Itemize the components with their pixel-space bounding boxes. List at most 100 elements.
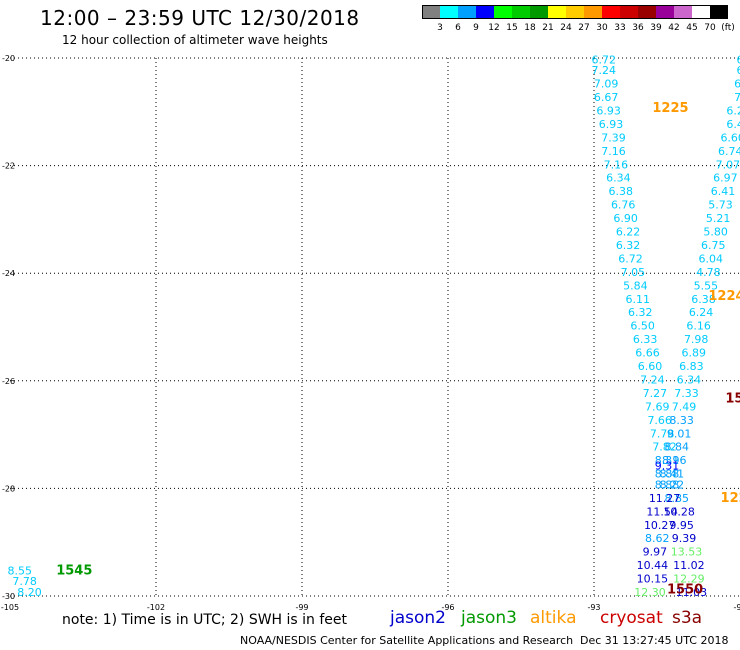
wave-height-value: 8.88 [655, 468, 680, 481]
wave-height-value: 6.11 [626, 293, 651, 306]
wave-height-value: 6.2 [726, 104, 740, 117]
legend-altika: altika [530, 608, 577, 628]
wave-height-value: 10.28 [663, 505, 695, 518]
scale-label: 3 [437, 23, 443, 33]
wave-height-value: 7.27 [643, 387, 668, 400]
y-tick-label: -22 [2, 162, 15, 171]
wave-height-value: 6.97 [713, 172, 738, 185]
footer-timestamp: Dec 31 13:27:45 UTC 2018 [580, 634, 729, 647]
wave-height-value: 6.74 [718, 145, 740, 158]
wave-height-value: 7 [734, 91, 740, 104]
wave-height-value: 7.16 [604, 158, 629, 171]
legend-cryosat: cryosat [600, 608, 663, 628]
wave-height-value: 6.89 [682, 347, 707, 360]
scale-swatch [638, 5, 656, 19]
wave-height-value: 5.84 [623, 279, 648, 292]
pass-time-label: 1224 [708, 289, 740, 304]
wave-height-value: 11.03 [676, 586, 708, 599]
wave-height-value: 7.78 [650, 427, 675, 440]
wave-height-value: 6.34 [606, 172, 631, 185]
wave-height-value: 5.55 [694, 279, 719, 292]
wave-height-value: 5.73 [708, 199, 733, 212]
wave-height-value: 8.33 [669, 414, 694, 427]
wave-height-value: 8.22 [660, 478, 685, 491]
scale-swatch [494, 5, 512, 19]
wave-height-value: 6.38 [691, 293, 716, 306]
wave-height-value: 12.30 [634, 586, 666, 599]
wave-height-value: 6.04 [699, 252, 724, 265]
wave-height-value: 6.72 [591, 53, 616, 66]
wave-height-value: 6.34 [677, 373, 702, 386]
scale-swatch [566, 5, 584, 19]
wave-height-value: 8.96 [662, 454, 687, 467]
legend-jason2: jason2 [390, 608, 446, 628]
page-subtitle: 12 hour collection of altimeter wave hei… [62, 33, 328, 47]
x-tick-label: -105 [1, 603, 19, 612]
footer-credit: NOAA/NESDIS Center for Satellite Applica… [240, 634, 574, 647]
legend-jason3: jason3 [461, 608, 517, 628]
wave-height-value: 13.53 [671, 546, 703, 559]
y-tick-label: -24 [2, 269, 15, 278]
y-tick-label: -26 [2, 377, 15, 386]
wave-height-value: 7.69 [645, 400, 670, 413]
wave-height-value: 9.95 [669, 519, 694, 532]
scale-swatch [548, 5, 566, 19]
scale-label: 6 [455, 23, 461, 33]
wave-height-value: 6.24 [689, 306, 714, 319]
wave-height-value: 7.07 [716, 158, 740, 171]
x-tick-label: -96 [441, 603, 454, 612]
pass-time-label: 1545 [56, 563, 92, 578]
y-tick-label: -30 [2, 592, 15, 601]
wave-height-value: 7.98 [684, 333, 709, 346]
scale-label: 12 [488, 23, 500, 33]
wave-height-value: 7.05 [621, 266, 646, 279]
wave-height-value: 7.78 [12, 575, 37, 588]
x-tick-label: -90 [733, 603, 740, 612]
wave-height-value: 8.88 [655, 478, 680, 491]
wave-height-value: 7.66 [647, 414, 672, 427]
scale-label: 70 [704, 23, 716, 33]
scale-label: 39 [650, 23, 662, 33]
wave-height-value: 7.82 [652, 441, 677, 454]
scale-swatch [656, 5, 674, 19]
wave-height-value: 6.60 [720, 131, 740, 144]
pass-time-label: 1223 [721, 491, 740, 506]
wave-height-value: 7.09 [594, 78, 619, 91]
wave-height-value: 12.29 [673, 573, 705, 586]
wave-height-value: 10.44 [637, 559, 669, 572]
scale-label: 24 [560, 23, 572, 33]
scale-swatch [422, 5, 440, 19]
scale-swatch [620, 5, 638, 19]
wave-height-value: 6.16 [686, 320, 711, 333]
wave-height-value: 6.93 [599, 118, 624, 131]
wave-height-value: 6 [737, 53, 740, 66]
wave-height-value: 6.93 [596, 104, 621, 117]
wave-height-value: 6.76 [611, 199, 636, 212]
wave-height-value: 9.01 [667, 427, 692, 440]
wave-height-value: 9.31 [655, 460, 680, 473]
scale-label: 33 [614, 23, 626, 33]
legend-s3a: s3a [672, 608, 703, 628]
wave-height-value: 6.22 [616, 226, 641, 239]
wave-height-value: 6.72 [618, 252, 643, 265]
scale-swatch [440, 5, 458, 19]
scale-label: 18 [524, 23, 536, 33]
wave-height-value: 5.21 [706, 212, 731, 225]
wave-height-value: 6.67 [594, 91, 619, 104]
scale-label: 45 [686, 23, 698, 33]
wave-height-value: 7.39 [601, 131, 626, 144]
wave-height-value: 6.32 [616, 239, 641, 252]
scale-swatch [710, 5, 728, 19]
wave-height-value: 8.84 [664, 441, 689, 454]
scale-label: 21 [542, 23, 554, 33]
wave-height-value: 7.24 [591, 64, 616, 77]
wave-height-value: 4.78 [696, 266, 721, 279]
scale-label: 9 [473, 23, 479, 33]
wave-height-value: 6.4 [726, 118, 740, 131]
wave-height-value: 5.80 [703, 226, 728, 239]
wave-height-value: 6.38 [609, 185, 634, 198]
scale-swatch [476, 5, 494, 19]
wave-height-value: 6.41 [711, 185, 736, 198]
